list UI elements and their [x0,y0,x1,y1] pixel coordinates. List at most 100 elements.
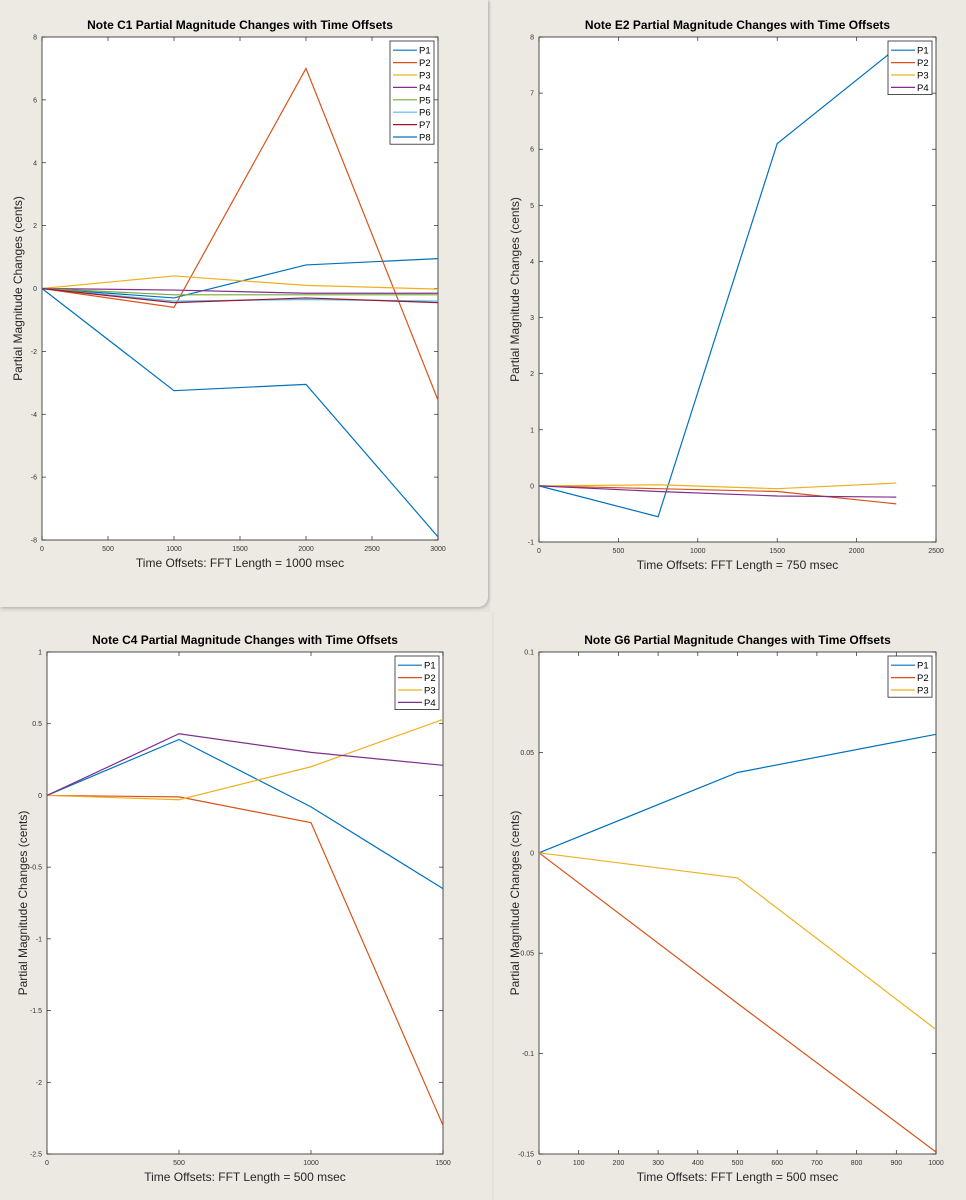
y-tick-label: -6 [31,475,37,482]
y-tick-label: 6 [530,147,534,154]
series-line-p7 [41,287,439,304]
chart-2: Note C4 Partial Magnitude Changes with T… [16,633,451,1184]
chart-title: Note E2 Partial Magnitude Changes with T… [585,18,890,32]
legend-label: P1 [917,46,929,57]
y-tick-label: -0.1 [522,1051,534,1058]
legend-label: P2 [917,58,929,69]
x-axis-label: Time Offsets: FFT Length = 1000 msec [136,556,344,570]
y-tick-label: 8 [530,35,534,42]
series-line-p4 [46,733,444,796]
chart-title: Note C1 Partial Magnitude Changes with T… [87,18,393,32]
x-tick-label: 600 [771,1160,783,1167]
x-tick-label: 1000 [928,1160,944,1167]
y-tick-label: 6 [33,97,37,104]
x-tick-label: 300 [652,1160,664,1167]
y-tick-label: -0.5 [30,865,42,872]
y-tick-label: -2 [31,349,37,356]
series-line-p4 [41,287,438,294]
y-tick-label: -1.5 [30,1008,42,1015]
x-tick-label: 3000 [430,546,446,553]
series-line-p8 [41,288,439,538]
x-tick-label: 500 [102,546,114,553]
x-tick-label: 900 [890,1160,902,1167]
legend-box [389,40,435,145]
y-axis-label: Partial Magnitude Changes (cents) [11,196,25,381]
x-tick-label: 1500 [232,546,248,553]
y-tick-label: -1 [36,936,42,943]
series-line-p1 [41,258,439,299]
y-tick-label: 0 [33,286,37,293]
legend-label: P5 [419,95,431,106]
series-line-p5 [41,287,438,296]
legend-label: P7 [419,120,431,131]
plot-area [41,36,439,541]
y-tick-label: 2 [33,223,37,230]
legend-label: P6 [419,108,431,119]
legend-label: P1 [917,661,929,672]
y-tick-label: 5 [530,203,534,210]
y-axis-label: Partial Magnitude Changes (cents) [508,811,522,996]
x-tick-label: 1000 [690,548,706,555]
plot-area [46,651,444,1155]
x-tick-label: 1000 [303,1160,319,1167]
x-tick-label: 2000 [298,546,314,553]
y-tick-label: 1 [530,427,534,434]
series-line-p2 [538,485,897,505]
y-tick-label: 7 [530,91,534,98]
y-tick-label: 0.1 [524,650,534,657]
chart-title: Note G6 Partial Magnitude Changes with T… [584,633,891,647]
y-tick-label: 1 [38,650,42,657]
y-tick-label: 0 [530,483,534,490]
series-line-p3 [41,275,439,290]
legend-label: P4 [424,698,436,709]
x-tick-label: 500 [173,1160,185,1167]
x-axis-label: Time Offsets: FFT Length = 750 msec [637,558,839,572]
x-tick-label: 1000 [166,546,182,553]
x-tick-label: 2000 [849,548,865,555]
series-line-p1 [46,738,444,890]
series-line-p3 [538,852,937,1030]
y-tick-label: 2 [530,371,534,378]
chart-3: Note G6 Partial Magnitude Changes with T… [508,633,944,1184]
y-tick-label: -8 [31,538,37,545]
y-tick-label: -0.15 [518,1152,534,1159]
series-line-p2 [538,852,937,1153]
chart-title: Note C4 Partial Magnitude Changes with T… [92,633,398,647]
x-tick-label: 0 [537,1160,541,1167]
x-tick-label: 2500 [928,548,944,555]
legend-label: P8 [419,133,431,144]
chart-1: Note E2 Partial Magnitude Changes with T… [508,18,944,572]
x-tick-label: 400 [692,1160,704,1167]
x-axis-label: Time Offsets: FFT Length = 500 msec [637,1170,839,1184]
series-line-p1 [538,47,897,518]
y-tick-label: 0 [38,793,42,800]
x-tick-label: 200 [613,1160,625,1167]
legend-label: P3 [419,71,431,82]
y-tick-label: 4 [33,160,37,167]
x-tick-label: 1500 [769,548,785,555]
y-tick-label: -0.05 [518,951,534,958]
legend-label: P4 [419,83,431,94]
legend-label: P3 [917,71,929,82]
y-tick-label: -1 [528,540,534,547]
plot-area [538,651,937,1155]
legend-label: P3 [424,686,436,697]
y-tick-label: 4 [530,259,534,266]
x-tick-label: 500 [613,548,625,555]
series-line-p2 [41,67,439,401]
y-tick-label: 0.05 [520,750,534,757]
legend-label: P2 [917,673,929,684]
x-tick-label: 0 [40,546,44,553]
series-line-p3 [538,482,897,490]
x-tick-label: 0 [45,1160,49,1167]
chart-0: Note C1 Partial Magnitude Changes with T… [11,18,446,570]
legend-label: P3 [917,686,929,697]
y-tick-label: 0.5 [32,721,42,728]
y-axis-label: Partial Magnitude Changes (cents) [508,197,522,382]
x-tick-label: 0 [537,548,541,555]
x-tick-label: 800 [851,1160,863,1167]
series-line-p2 [46,794,444,1126]
